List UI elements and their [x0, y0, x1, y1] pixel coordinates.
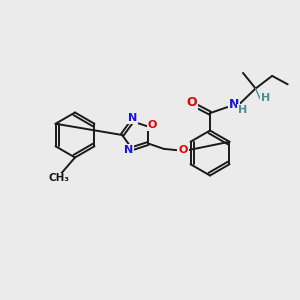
Text: H: H [238, 105, 247, 115]
Text: O: O [178, 145, 188, 155]
Text: N: N [124, 145, 133, 154]
Text: N: N [229, 98, 239, 111]
Text: CH₃: CH₃ [49, 173, 70, 184]
Text: N: N [128, 113, 137, 123]
Text: O: O [187, 96, 197, 109]
Text: H: H [261, 93, 270, 103]
Text: O: O [148, 120, 157, 130]
